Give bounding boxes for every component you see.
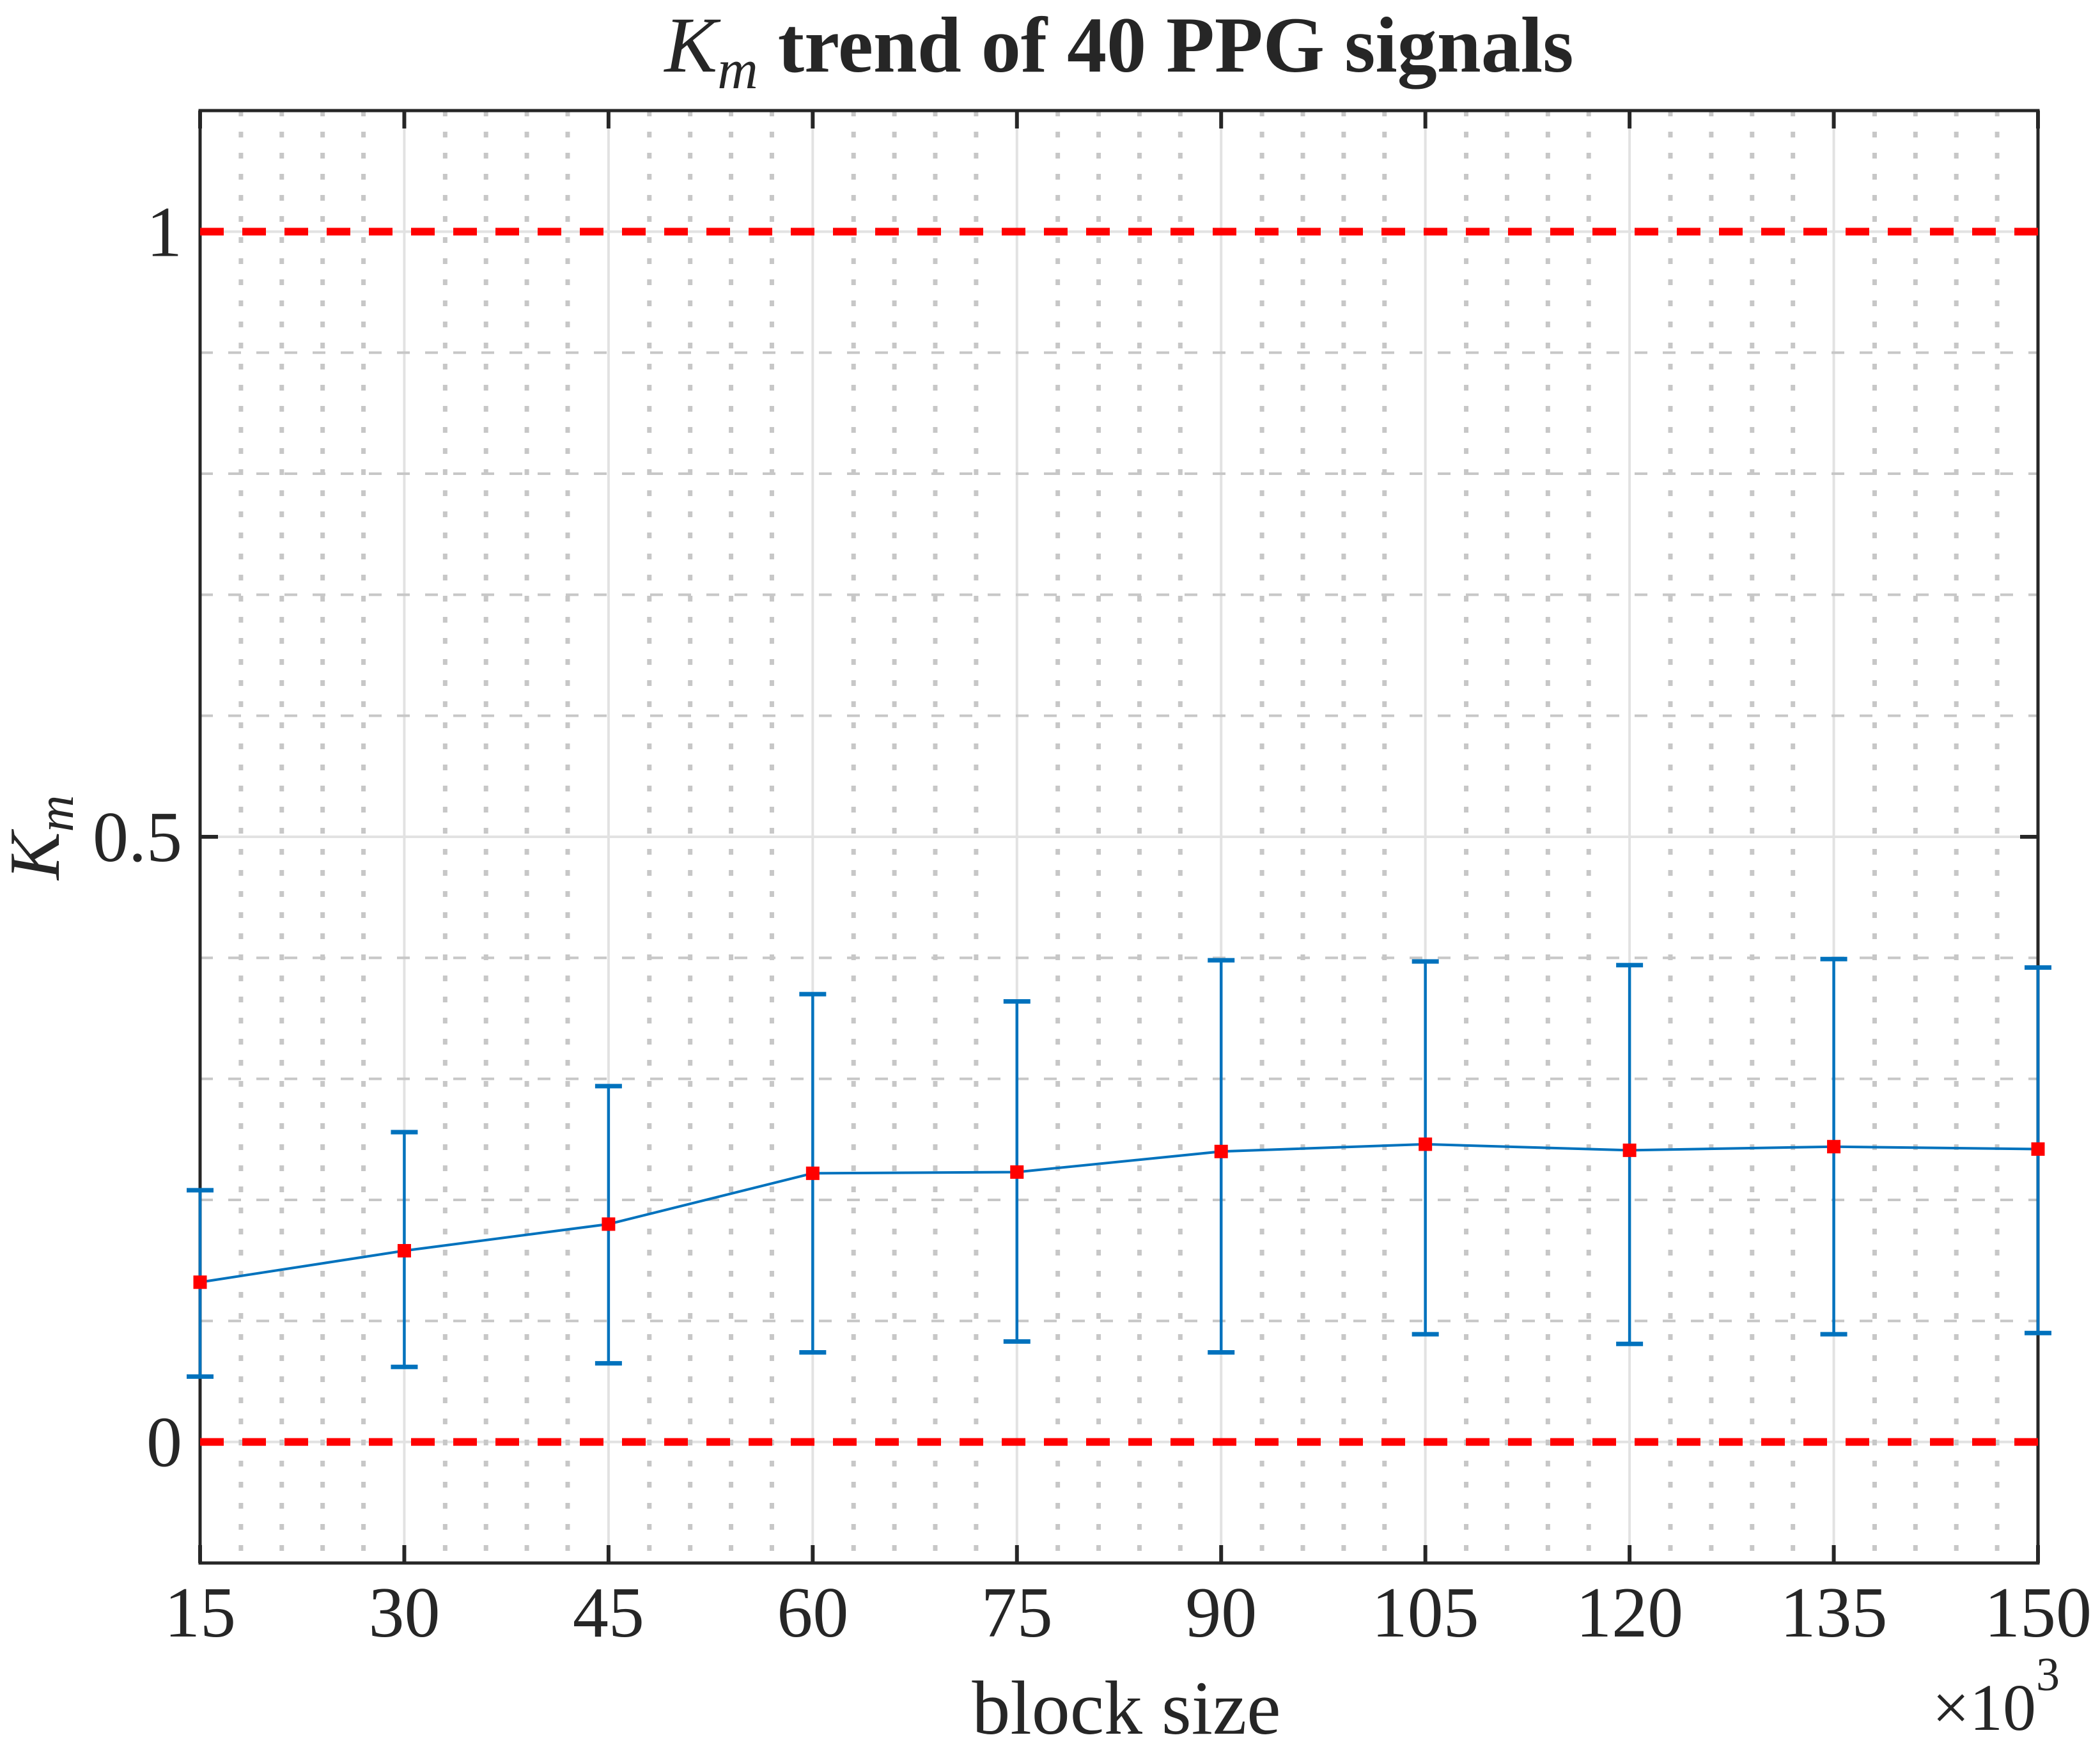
x-axis-offset-text: ×103 [1932,1649,2060,1742]
mean-line [199,1142,2039,1284]
x-axis-offset-exponent: 3 [2036,1649,2060,1701]
data-marker [1419,1137,1433,1151]
data-marker [1010,1165,1024,1179]
data-markers [193,1137,2045,1289]
chart-title-math: K [664,1,722,89]
x-tick-label: 45 [573,1573,644,1653]
y-tick-label: 1 [146,192,182,272]
x-tick-label: 75 [981,1573,1053,1653]
x-tick-label: 105 [1372,1573,1479,1653]
x-tick-label: 30 [368,1573,440,1653]
data-marker [602,1217,616,1231]
data-marker [397,1244,411,1258]
data-marker [2031,1142,2045,1156]
x-tick-label: 150 [1984,1573,2092,1653]
data-marker [1827,1140,1841,1154]
x-axis-label: block size [972,1665,1280,1742]
x-axis-offset-base: ×10 [1932,1671,2036,1742]
data-marker [1622,1143,1637,1157]
y-tick-label: 0 [146,1403,182,1482]
chart-title-sub: m [717,39,758,101]
chart-title-rest: trend of 40 PPG signals [758,1,1574,89]
chart-title: Km trend of 40 PPG signals [664,1,1574,101]
data-marker [193,1275,207,1289]
x-tick-label: 60 [777,1573,848,1653]
y-tick-label: 0.5 [93,798,182,877]
y-axis-label: Km [0,795,84,881]
data-marker [1214,1144,1228,1158]
grid-major [200,111,2038,1563]
x-tick-label: 90 [1185,1573,1257,1653]
data-marker [805,1166,820,1180]
y-axis-label-math: K [0,828,75,881]
x-tick-label: 135 [1780,1573,1888,1653]
axes-box [198,109,2040,1565]
reference-lines [200,228,2038,1446]
y-axis-label-sub: m [28,795,84,832]
x-tick-label: 120 [1576,1573,1683,1653]
x-tick-label: 15 [164,1573,236,1653]
grid-minor [200,111,2038,1563]
error-bars [187,956,2051,1379]
